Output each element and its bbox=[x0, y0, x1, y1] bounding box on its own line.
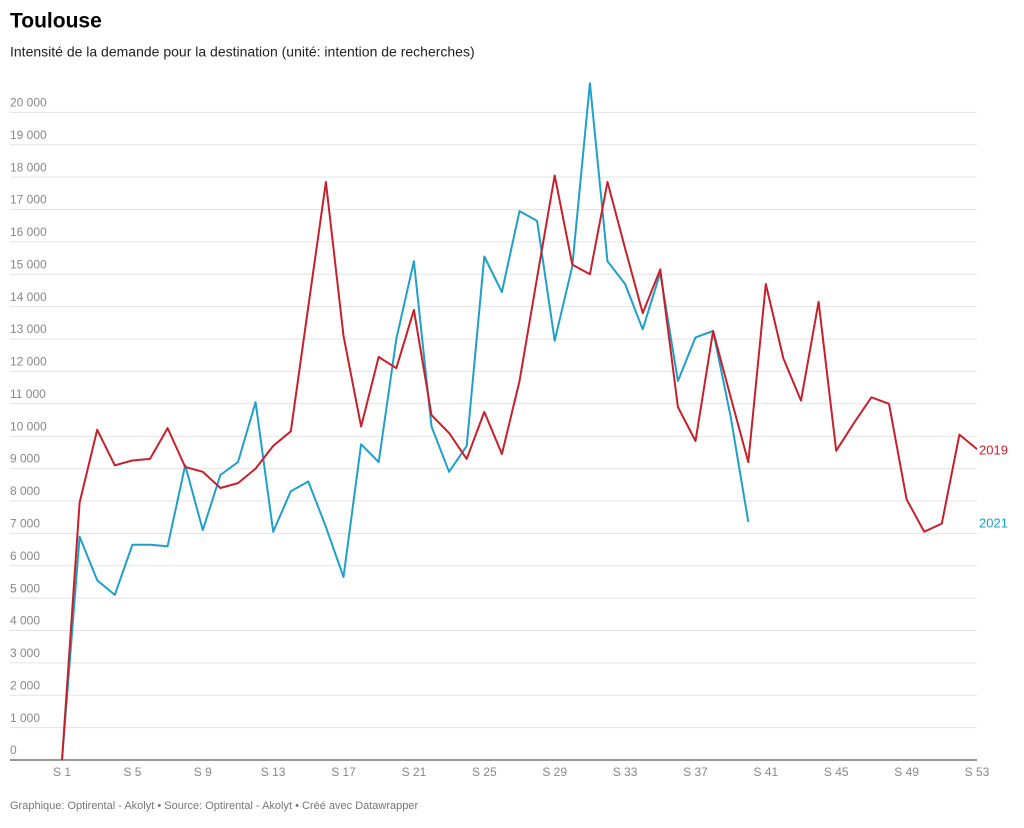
line bbox=[61, 174, 978, 761]
y-tick-label: 9 000 bbox=[10, 452, 40, 466]
y-tick-label: 18 000 bbox=[10, 160, 47, 174]
y-tick-label: 7 000 bbox=[10, 517, 40, 531]
y-tick-label: 19 000 bbox=[10, 128, 47, 142]
x-tick-label: S 5 bbox=[123, 765, 141, 779]
y-tick-label: 10 000 bbox=[10, 419, 47, 433]
x-tick-label: S 53 bbox=[965, 765, 990, 779]
y-tick-label: 0 bbox=[10, 743, 17, 757]
source: Graphique: Optirental - Akolyt • Source:… bbox=[10, 800, 419, 812]
line bbox=[61, 82, 750, 761]
y-tick-label: 17 000 bbox=[10, 193, 47, 207]
series-label: 2021 bbox=[979, 515, 1008, 530]
x-tick-label: S 13 bbox=[261, 765, 286, 779]
x-tick-label: S 1 bbox=[53, 765, 71, 779]
y-tick-label: 8 000 bbox=[10, 484, 40, 498]
y-tick-label: 14 000 bbox=[10, 290, 47, 304]
y-tick-label: 1 000 bbox=[10, 711, 40, 725]
y-tick-label: 20 000 bbox=[10, 96, 47, 110]
x-tick-label: S 25 bbox=[472, 765, 497, 779]
x-tick-label: S 33 bbox=[613, 765, 638, 779]
x-tick-label: S 37 bbox=[683, 765, 708, 779]
x-tick-label: S 29 bbox=[542, 765, 567, 779]
chart-title: Toulouse bbox=[10, 10, 102, 33]
y-tick-label: 13 000 bbox=[10, 322, 47, 336]
y-tick-label: 11 000 bbox=[10, 387, 46, 401]
y-tick-label: 12 000 bbox=[10, 355, 47, 369]
x-tick-label: S 41 bbox=[754, 765, 779, 779]
y-tick-label: 6 000 bbox=[10, 549, 40, 563]
x-tick-label: S 9 bbox=[194, 765, 212, 779]
series-label: 2019 bbox=[979, 443, 1008, 458]
x-tick-label: S 21 bbox=[402, 765, 427, 779]
x-tick-label: S 45 bbox=[824, 765, 849, 779]
y-tick-label: 4 000 bbox=[10, 614, 40, 628]
y-tick-label: 3 000 bbox=[10, 646, 40, 660]
y-tick-label: 2 000 bbox=[10, 678, 40, 692]
y-tick-label: 15 000 bbox=[10, 257, 47, 271]
chart-subtitle: Intensité de la demande pour la destinat… bbox=[10, 44, 475, 60]
y-tick-label: 16 000 bbox=[10, 225, 47, 239]
x-tick-label: S 17 bbox=[331, 765, 356, 779]
y-tick-label: 5 000 bbox=[10, 581, 40, 595]
x-tick-label: S 49 bbox=[894, 765, 919, 779]
